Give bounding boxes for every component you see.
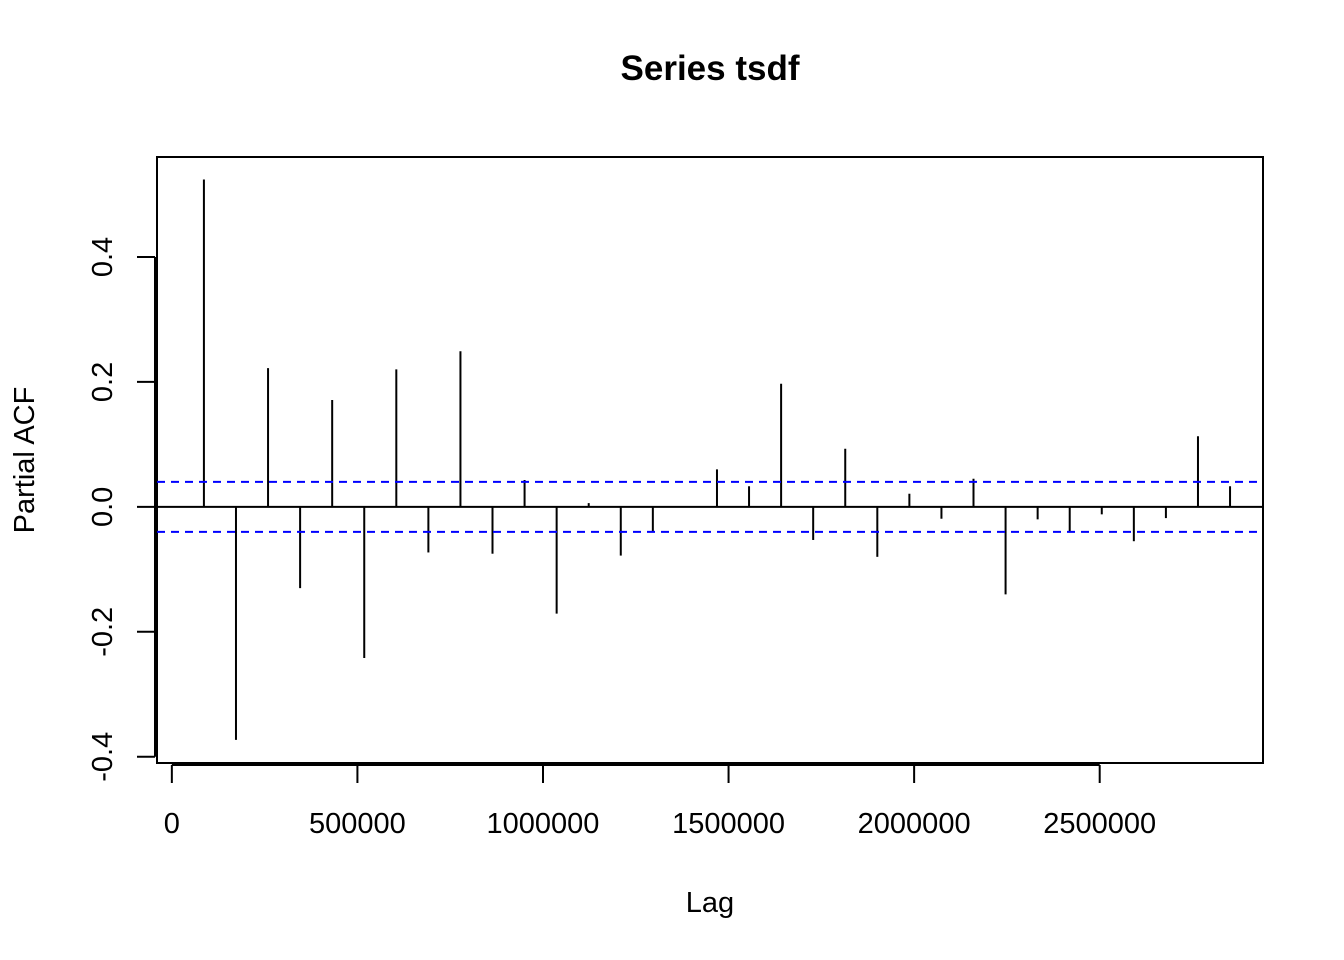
y-axis-label: Partial ACF	[9, 387, 41, 534]
confidence-bounds	[157, 480, 1263, 533]
y-tick-label: -0.4	[87, 732, 119, 782]
x-axis-label: Lag	[686, 887, 734, 919]
x-tick-label: 2500000	[1043, 808, 1156, 840]
plot-frame	[156, 156, 1264, 764]
y-tick-label: -0.2	[87, 607, 119, 657]
y-axis: -0.4 -0.2 0.0 0.2 0.4	[87, 237, 156, 782]
x-axis: 0 500000 1000000 1500000 2000000 2500000	[164, 764, 1156, 840]
y-tick-label: 0.2	[87, 362, 119, 402]
x-tick-label: 2000000	[858, 808, 971, 840]
x-tick-label: 500000	[309, 808, 406, 840]
x-tick-label: 0	[164, 808, 180, 840]
chart-title: Series tsdf	[621, 49, 800, 88]
x-tick-label: 1000000	[487, 808, 600, 840]
pacf-spikes	[202, 179, 1232, 740]
y-tick-label: 0.0	[87, 487, 119, 527]
y-tick-label: 0.4	[87, 237, 119, 277]
x-tick-label: 1500000	[672, 808, 785, 840]
